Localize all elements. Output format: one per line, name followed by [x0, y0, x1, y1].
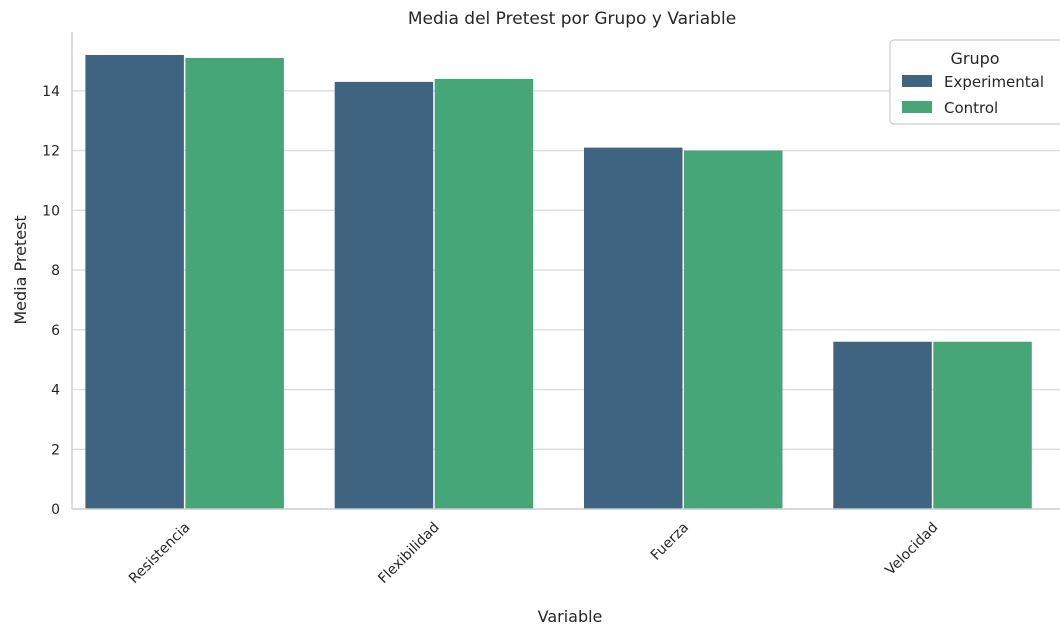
y-axis-label: Media Pretest	[11, 215, 30, 324]
bars	[85, 54, 1032, 510]
bar-control-velocidad	[933, 341, 1032, 509]
bar-experimental-velocidad	[833, 341, 932, 509]
legend-items: Experimental Control	[902, 73, 1044, 117]
x-tick-labels: Resistencia Flexibilidad Fuerza Velocidad	[126, 520, 941, 587]
legend-label-control: Control	[944, 99, 998, 117]
x-tick-label: Fuerza	[648, 520, 692, 564]
bar-control-resistencia	[185, 57, 284, 510]
legend: Grupo Experimental Control	[889, 39, 1060, 125]
y-tick-labels: 0 2 4 6 8 10 12 14	[42, 84, 60, 518]
y-tick-label: 12	[42, 144, 60, 160]
chart-title: Media del Pretest por Grupo y Variable	[408, 9, 736, 29]
legend-title: Grupo	[950, 49, 999, 68]
x-axis-label: Variable	[538, 607, 603, 626]
y-tick-label: 14	[42, 84, 60, 100]
bar-control-flexibilidad	[434, 78, 534, 509]
y-tick-label: 4	[51, 383, 60, 399]
bar-experimental-flexibilidad	[334, 81, 434, 509]
y-tick-label: 0	[51, 502, 60, 518]
y-tick-label: 6	[51, 323, 60, 339]
legend-swatch-experimental	[902, 75, 932, 87]
legend-label-experimental: Experimental	[944, 73, 1044, 91]
bar-experimental-resistencia	[85, 54, 184, 509]
y-tick-label: 2	[51, 442, 60, 458]
legend-box	[889, 39, 1060, 125]
y-tick-label: 8	[51, 263, 60, 279]
x-tick-label: Flexibilidad	[375, 520, 442, 587]
y-tick-label: 10	[42, 203, 60, 219]
x-tick-label: Resistencia	[126, 520, 193, 587]
bar-experimental-fuerza	[584, 147, 683, 509]
bar-control-fuerza	[684, 150, 783, 510]
legend-swatch-control	[902, 101, 932, 113]
x-tick-label: Velocidad	[882, 520, 941, 579]
